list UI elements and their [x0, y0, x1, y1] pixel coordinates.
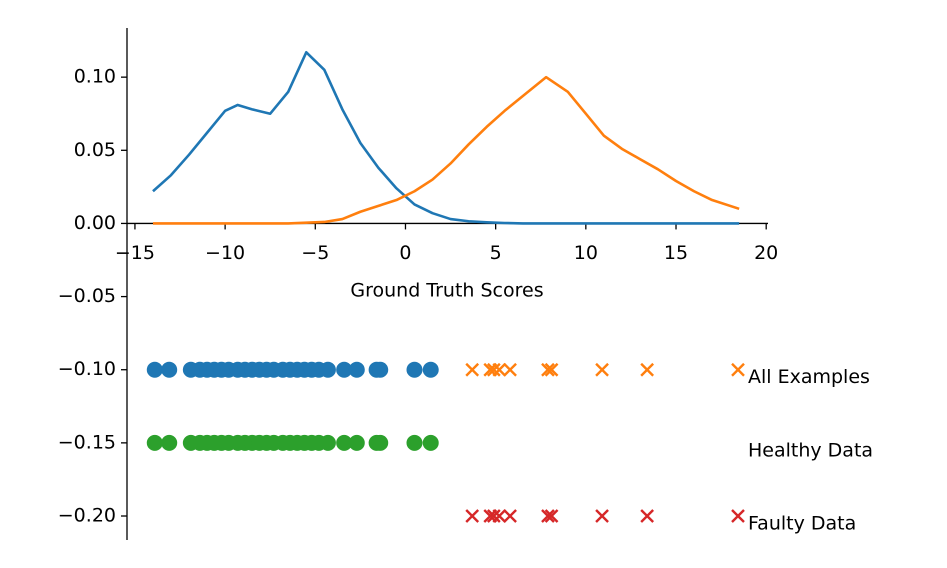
cross-marker: [541, 509, 555, 523]
point: [161, 361, 178, 378]
point: [146, 434, 163, 451]
x-tick-label: 5: [490, 242, 502, 264]
x-axis-label: Ground Truth Scores: [350, 280, 543, 302]
y-tick-label: −0.20: [58, 505, 116, 527]
y-tick-label: −0.15: [58, 431, 116, 453]
point: [161, 434, 178, 451]
cross-marker: [487, 362, 501, 377]
point: [319, 434, 336, 451]
cross-marker: [487, 509, 501, 523]
y-tick-label: 0.00: [74, 212, 116, 234]
y-tick-label: 0.05: [74, 139, 116, 161]
kde-line: [152, 50, 740, 225]
cross-marker: [595, 509, 609, 523]
cross-marker: [544, 362, 559, 377]
cross-marker: [503, 362, 517, 377]
point: [406, 434, 423, 451]
x-tick-label: 10: [574, 242, 598, 264]
point: [336, 434, 353, 451]
point: [146, 361, 163, 378]
legend-label: All Examples: [748, 366, 870, 388]
cross-marker: [640, 509, 655, 523]
point: [348, 361, 365, 378]
y-tick-label: −0.05: [58, 285, 116, 307]
legend-marker: [731, 509, 745, 523]
cross-marker: [640, 362, 655, 377]
cross-marker: [465, 509, 480, 523]
legend-label: Healthy Data: [748, 439, 873, 461]
legend-label: Faulty Data: [748, 513, 856, 535]
y-tick-label: −0.10: [58, 358, 116, 380]
cross-marker: [492, 362, 507, 377]
point: [336, 361, 353, 378]
point: [406, 361, 423, 378]
cross-marker: [465, 362, 480, 377]
point: [422, 434, 439, 451]
x-tick-label: 15: [664, 242, 688, 264]
x-tick-label: 20: [754, 242, 778, 264]
point: [319, 361, 336, 378]
point: [372, 361, 389, 378]
point: [422, 361, 439, 378]
cross-marker: [503, 509, 517, 523]
cross-marker: [492, 509, 507, 523]
cross-marker: [595, 362, 609, 377]
cross-marker: [544, 509, 559, 523]
point: [372, 434, 389, 451]
legend-marker: [731, 362, 745, 377]
cross-marker: [541, 362, 555, 377]
x-tick-label: 0: [399, 242, 411, 264]
x-tick-label: −5: [301, 242, 329, 264]
y-tick-label: 0.10: [74, 66, 116, 88]
kde-line: [152, 75, 740, 225]
point: [348, 434, 365, 451]
x-tick-label: −15: [115, 242, 155, 264]
x-tick-label: −10: [205, 242, 245, 264]
